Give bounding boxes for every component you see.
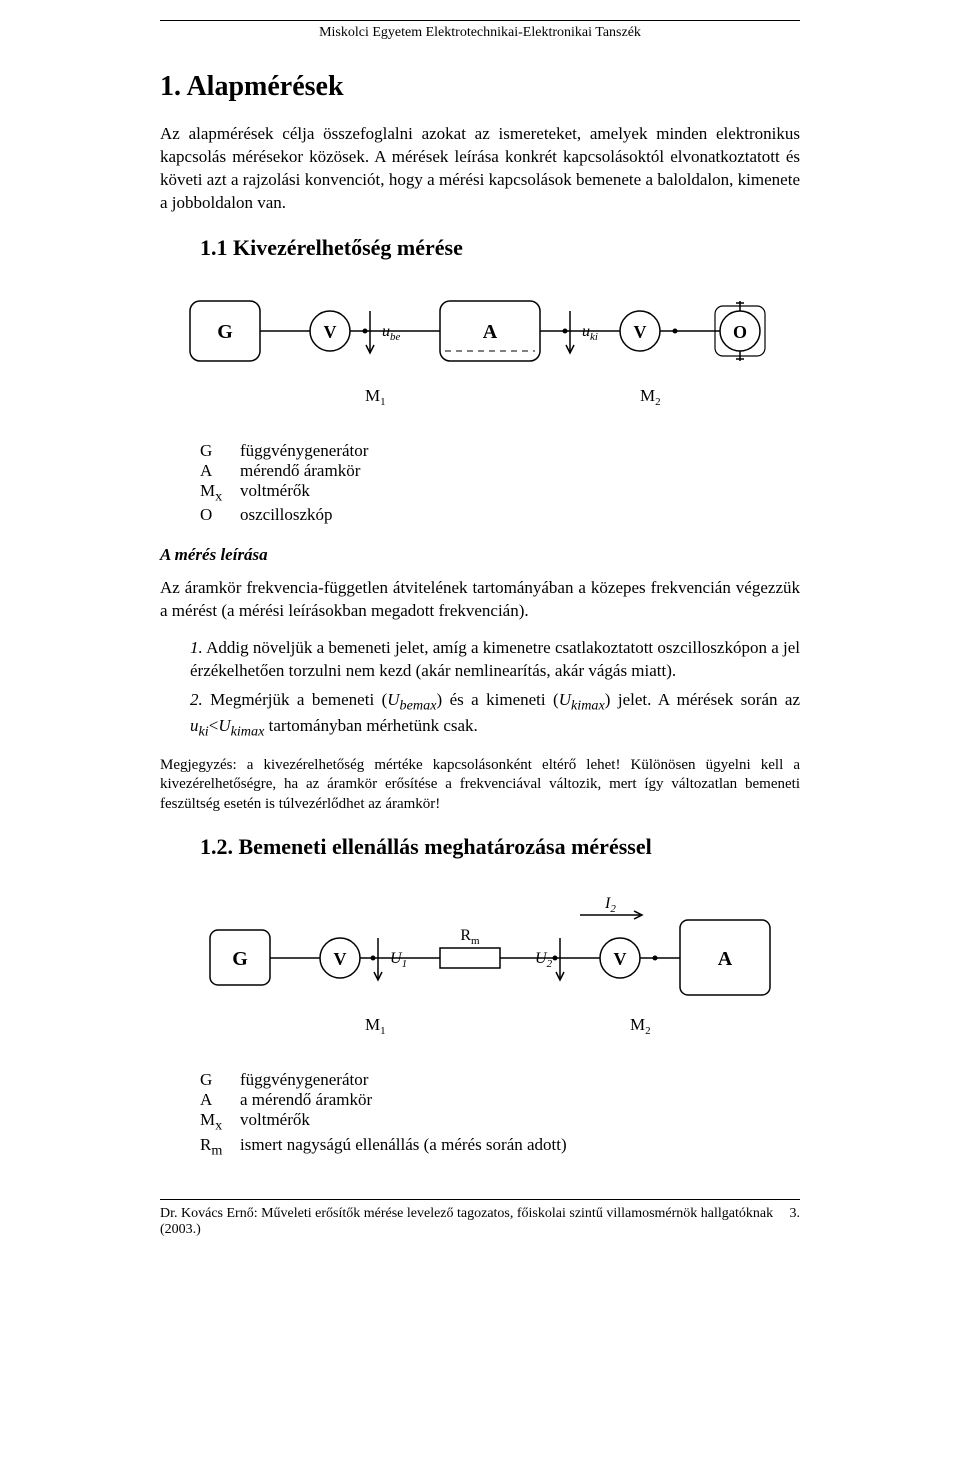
svg-text:G: G — [232, 948, 248, 970]
heading-1-2: 1.2. Bemeneti ellenállás meghatározása m… — [200, 834, 800, 860]
note-megjegyzes: Megjegyzés: a kivezérelhetőség mértéke k… — [160, 756, 800, 815]
diagram-kivezerelhetoseg: G V ube A uki V — [160, 281, 800, 431]
svg-text:M1: M1 — [365, 386, 386, 408]
para-frekvencia: Az áramkör frekvencia-független átvitelé… — [160, 577, 800, 623]
svg-text:V: V — [634, 322, 647, 342]
intro-paragraph: Az alapmérések célja összefoglalni azoka… — [160, 123, 800, 215]
measurement-steps: 1. Addig növeljük a bemeneti jelet, amíg… — [160, 637, 800, 742]
legend-1: Gfüggvénygenerátor Amérendő áramkör Mxvo… — [200, 441, 800, 525]
svg-text:V: V — [614, 949, 627, 969]
diagram-bemeneti-ellenallas: G V U1 Rm U2 I2 V — [160, 880, 800, 1060]
svg-text:Rm: Rm — [460, 927, 480, 947]
svg-text:V: V — [334, 949, 347, 969]
legend-2: Gfüggvénygenerátor Aa mérendő áramkör Mx… — [200, 1070, 800, 1159]
svg-text:M2: M2 — [630, 1015, 651, 1037]
subsection-meres-leirasa: A mérés leírása — [160, 545, 800, 565]
svg-text:V: V — [324, 322, 337, 342]
svg-text:M1: M1 — [365, 1015, 386, 1037]
svg-text:U1: U1 — [390, 950, 407, 970]
svg-text:A: A — [718, 948, 733, 970]
svg-text:M2: M2 — [640, 386, 661, 408]
page-header: Miskolci Egyetem Elektrotechnikai-Elektr… — [160, 25, 800, 41]
svg-text:G: G — [217, 321, 233, 343]
heading-1: 1. Alapmérések — [160, 71, 800, 103]
page-footer: Dr. Kovács Ernő: Műveleti erősítők mérés… — [160, 1199, 800, 1238]
heading-1-1: 1.1 Kivezérelhetőség mérése — [200, 235, 800, 261]
svg-text:I2: I2 — [604, 895, 616, 915]
svg-text:O: O — [733, 322, 747, 342]
svg-text:U2: U2 — [535, 950, 553, 970]
svg-text:uki: uki — [582, 323, 598, 343]
svg-text:A: A — [483, 321, 498, 343]
svg-text:ube: ube — [382, 323, 401, 343]
